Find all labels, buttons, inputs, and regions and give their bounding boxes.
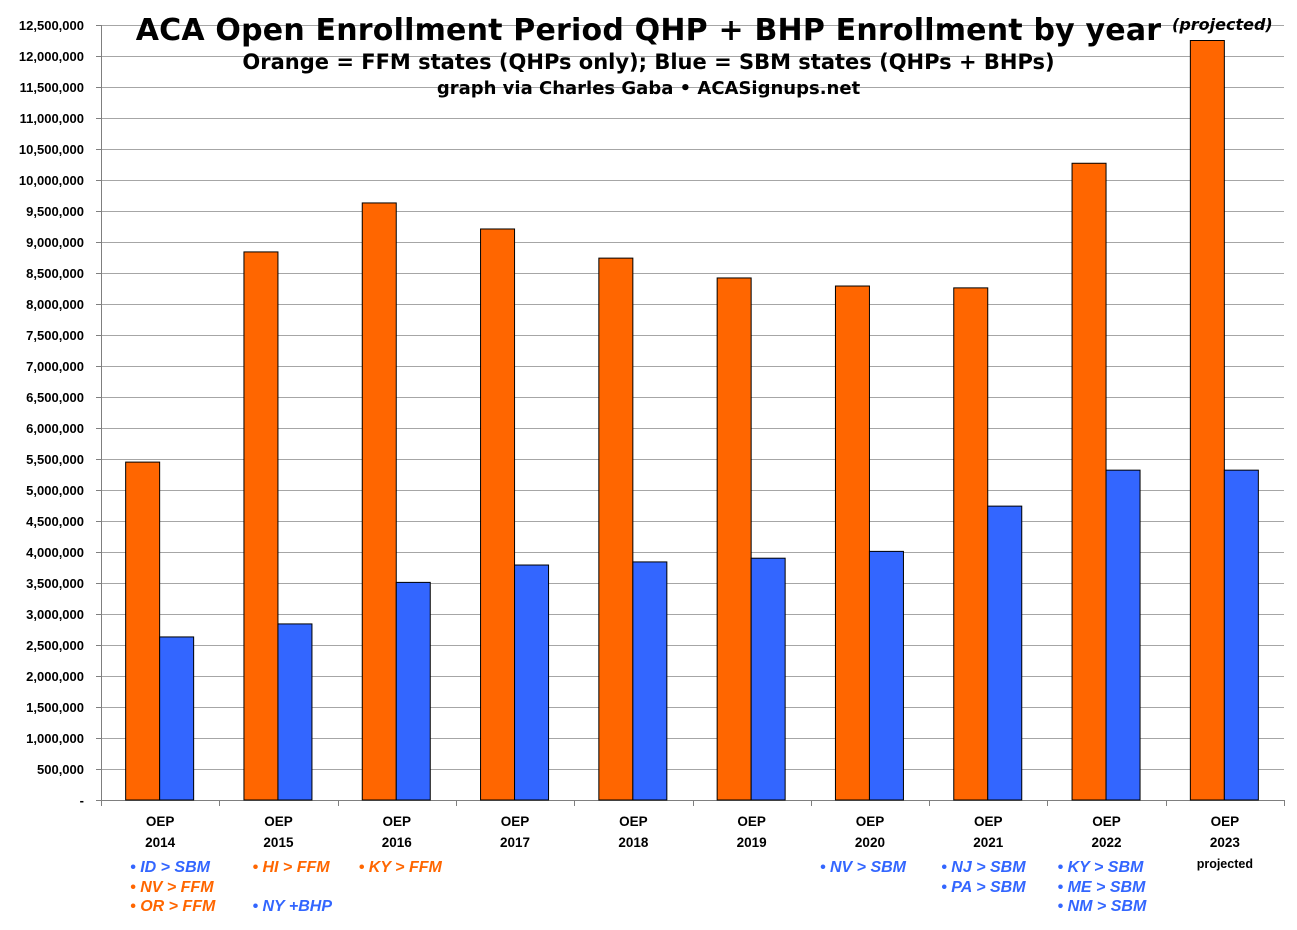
y-tick-label: 500,000 [37, 762, 84, 777]
y-tick-label: 12,500,000 [19, 18, 84, 33]
annotation-line: • PA > SBM [941, 878, 1026, 896]
y-tick-label: 12,000,000 [19, 49, 84, 64]
bar-ffm [243, 251, 279, 801]
x-tick-label: OEP [146, 814, 175, 829]
y-tick-label: 7,500,000 [26, 328, 84, 343]
projected-note: (projected) [1172, 15, 1273, 34]
y-tick-label: 5,000,000 [26, 483, 84, 498]
y-tick-label: 4,500,000 [26, 514, 84, 529]
bar-sbm [395, 581, 431, 801]
x-tick-label: 2014 [145, 835, 176, 850]
y-tick-label: 1,500,000 [26, 700, 84, 715]
y-tick-label: 10,500,000 [19, 142, 84, 157]
bar-ffm [480, 228, 516, 801]
x-tick-label: 2017 [500, 835, 530, 850]
bar-sbm [868, 550, 904, 801]
x-tick-label: OEP [619, 814, 648, 829]
annotation-block: • ID > SBM • NV > FFM • OR > FFM [130, 858, 215, 917]
x-tick-label: 2020 [855, 835, 885, 850]
x-tick-label: OEP [856, 814, 885, 829]
y-tick-label: 2,500,000 [26, 638, 84, 653]
annotation-line: • ID > SBM [130, 859, 210, 876]
x-tick-label: 2021 [973, 835, 1004, 850]
x-tick-label: OEP [264, 814, 293, 829]
x-tick-label: OEP [974, 814, 1003, 829]
annotation-line: • NV > SBM [819, 859, 906, 876]
annotation-block: • KY > SBM • ME > SBM • NM > SBM [1058, 858, 1147, 917]
bar-ffm [834, 285, 870, 801]
bar-sbm [1223, 469, 1259, 801]
bar-ffm [1071, 162, 1107, 801]
annotation-line: • KY > FFM [358, 859, 442, 876]
annotation-line: • NY +BHP [252, 898, 332, 915]
annotation-line: • OR > FFM [130, 898, 216, 915]
y-tick-label: 11,000,000 [20, 111, 84, 126]
bar-ffm [361, 202, 397, 801]
x-tick-label: 2016 [382, 835, 413, 850]
bar-ffm [598, 257, 634, 801]
x-tick-label: OEP [382, 814, 411, 829]
annotation-line: • NV > FFM [130, 878, 214, 896]
x-tick-label: projected [1197, 857, 1253, 871]
y-tick-label: 9,500,000 [26, 204, 84, 219]
annotation-line: • KY > SBM [1057, 859, 1144, 876]
annotation-block: • NJ > SBM • PA > SBM [941, 858, 1025, 897]
y-tick-label: 8,500,000 [26, 266, 84, 281]
annotation-block: • KY > FFM [359, 858, 442, 878]
x-tick-label: 2015 [263, 835, 294, 850]
bar-sbm [632, 561, 668, 801]
annotation-block: • HI > FFM • NY +BHP [252, 858, 332, 917]
bar-ffm [125, 461, 161, 801]
y-tick-label: 10,000,000 [19, 173, 84, 188]
x-tick-label: OEP [501, 814, 530, 829]
y-tick-label: 2,000,000 [26, 669, 84, 684]
annotation-line: • ME > SBM [1057, 878, 1146, 896]
annotation-line: • NJ > SBM [941, 859, 1026, 876]
x-tick-label: OEP [737, 814, 766, 829]
bar-sbm [159, 636, 195, 801]
y-tick-label: 3,000,000 [26, 607, 84, 622]
y-tick-label: 9,000,000 [26, 235, 84, 250]
chart-subtitle: Orange = FFM states (QHPs only); Blue = … [242, 50, 1055, 74]
x-tick-label: OEP [1211, 814, 1240, 829]
bar-sbm [514, 564, 550, 801]
bar-sbm [987, 505, 1023, 801]
bar-sbm [277, 623, 313, 801]
bar-ffm [1189, 40, 1225, 801]
y-tick-label: 1,000,000 [26, 731, 84, 746]
x-tick-label: 2022 [1092, 835, 1122, 850]
annotation-line: • NM > SBM [1057, 898, 1147, 915]
annotation-line: • HI > FFM [252, 859, 330, 876]
x-tick-label: 2023 [1210, 835, 1241, 850]
chart-credit: graph via Charles Gaba • ACASignups.net [436, 78, 861, 99]
y-tick-label: 4,000,000 [26, 545, 84, 560]
x-tick-label: 2018 [618, 835, 649, 850]
x-tick-label: 2019 [737, 835, 767, 850]
y-tick-label: 11,500,000 [20, 80, 84, 95]
y-tick-label: 6,000,000 [26, 421, 84, 436]
annotation-line [252, 878, 332, 898]
x-tick-label: OEP [1092, 814, 1121, 829]
y-tick-label: 8,000,000 [26, 297, 84, 312]
y-tick-label: - [80, 793, 84, 808]
bar-sbm [750, 557, 786, 801]
bar-ffm [953, 287, 989, 801]
annotation-block: • NV > SBM [820, 858, 906, 878]
y-tick-label: 5,500,000 [26, 452, 84, 467]
bar-ffm [716, 277, 752, 801]
chart-title: ACA Open Enrollment Period QHP + BHP Enr… [135, 13, 1162, 48]
bar-sbm [1105, 469, 1141, 801]
y-tick-label: 7,000,000 [26, 359, 84, 374]
y-tick-label: 3,500,000 [26, 576, 84, 591]
y-tick-label: 6,500,000 [26, 390, 84, 405]
